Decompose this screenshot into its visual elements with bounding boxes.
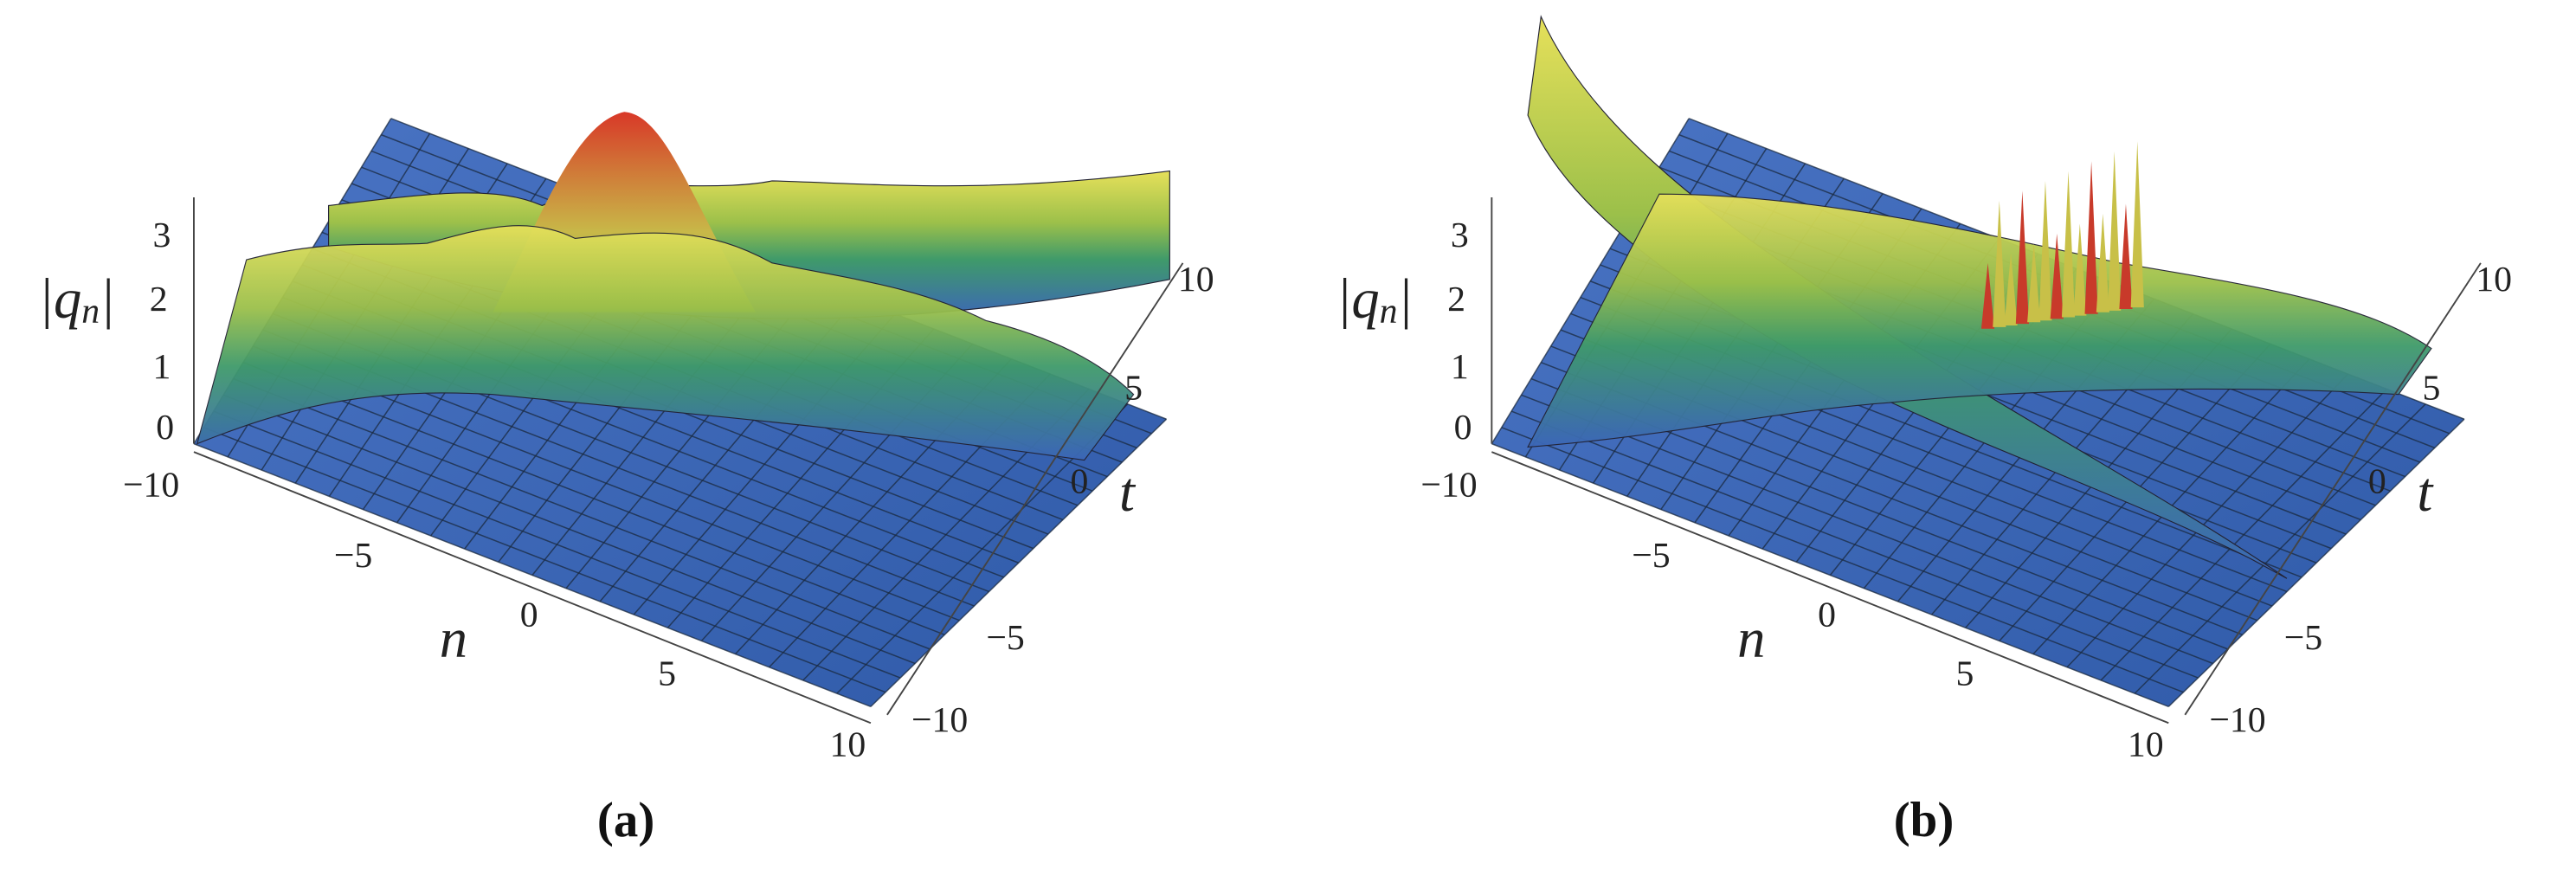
z-label-sub: n <box>81 291 100 331</box>
spike <box>2108 151 2122 311</box>
t-tick-label: −5 <box>986 618 1024 658</box>
ridge-front <box>1527 193 2432 448</box>
z-label-sub: n <box>1380 291 1398 331</box>
n-tick-label: 10 <box>829 725 866 764</box>
mesh-line <box>2066 373 2349 668</box>
panel: 0 1 2 3 |qn| −10 −5 0 5 10 n −10 −5 0 5 10 t (a) <box>38 112 1214 847</box>
spike <box>2096 213 2109 312</box>
spike <box>2027 243 2041 323</box>
n-tick-label: 10 <box>2128 725 2164 764</box>
n-tick-label: 5 <box>658 654 676 694</box>
z-tick-label: 1 <box>1451 347 1469 387</box>
z-tick-label: 3 <box>1451 216 1469 255</box>
panel-caption: (b) <box>1894 793 1955 847</box>
mesh-line <box>2167 418 2465 707</box>
z-label: |qn| <box>1336 267 1414 331</box>
spike <box>2073 223 2087 316</box>
spike <box>2119 203 2133 310</box>
spike <box>2004 253 2018 325</box>
z-label-var: q <box>1351 267 1379 329</box>
n-tick-label: −5 <box>1632 536 1670 576</box>
t-tick-label: −10 <box>2209 700 2265 740</box>
z-tick-label: 0 <box>1454 408 1472 448</box>
spike <box>2130 141 2144 308</box>
axis-n <box>1491 451 2169 725</box>
n-tick-label: −10 <box>1420 465 1477 505</box>
spike <box>2015 190 2029 325</box>
n-label: n <box>440 607 467 669</box>
spike <box>1980 262 1995 329</box>
t-tick-label: 5 <box>2423 368 2441 408</box>
t-tick-label: −5 <box>2284 618 2322 658</box>
t-label: t <box>1119 461 1137 523</box>
t-tick-label: 0 <box>2368 462 2386 502</box>
n-tick-label: −10 <box>123 465 179 505</box>
z-tick-label: 2 <box>1447 280 1465 319</box>
z-tick-label: 1 <box>153 347 171 387</box>
panel: 0 1 2 3 |qn| −10 −5 0 5 10 n −10 −5 0 5 10 t (b) <box>1336 15 2512 847</box>
z-tick-label: 2 <box>150 280 168 319</box>
t-tick-label: −10 <box>911 700 968 740</box>
spike <box>2038 180 2052 321</box>
z-tick-label: 3 <box>153 216 171 255</box>
t-tick-label: 10 <box>2476 260 2512 300</box>
spike <box>2050 233 2064 319</box>
t-tick-label: 10 <box>1178 260 1214 300</box>
n-label: n <box>1737 607 1765 669</box>
n-tick-label: 5 <box>1956 654 1974 694</box>
spike <box>2084 161 2098 314</box>
spike <box>2061 171 2076 318</box>
z-tick-label: 0 <box>156 408 174 448</box>
z-label-var: q <box>54 267 81 329</box>
ridge-front <box>196 225 1135 461</box>
axis-n <box>193 451 872 725</box>
t-tick-label: 0 <box>1071 462 1089 502</box>
mesh-line <box>2134 403 2426 694</box>
spike <box>1993 200 2006 327</box>
n-tick-label: 0 <box>1818 595 1836 634</box>
z-label: |qn| <box>38 267 115 331</box>
t-label: t <box>2417 461 2434 523</box>
axis-t <box>2184 262 2482 716</box>
n-tick-label: 0 <box>520 595 538 634</box>
panel-caption: (a) <box>597 793 654 847</box>
mesh-line <box>870 418 1168 707</box>
axis-t <box>886 262 1184 716</box>
t-tick-label: 5 <box>1124 368 1143 408</box>
mesh-line <box>2100 388 2387 681</box>
n-tick-label: −5 <box>334 536 372 576</box>
